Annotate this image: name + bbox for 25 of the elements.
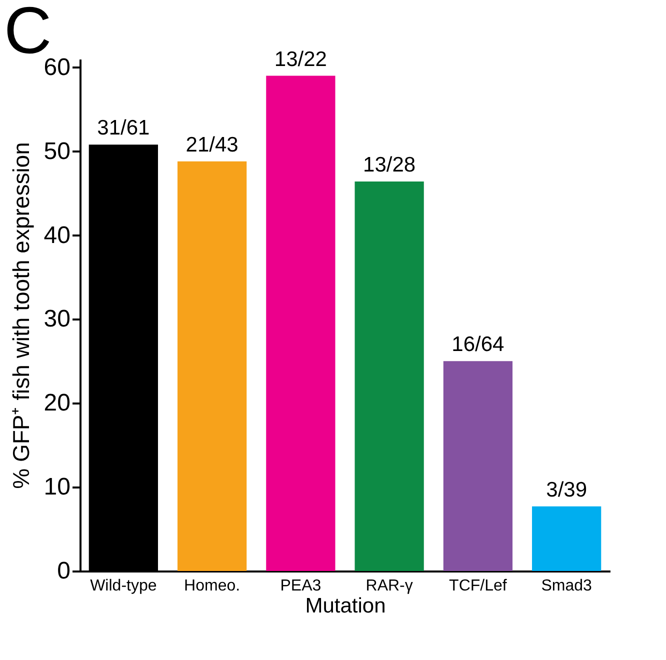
data-label: 21/43 — [186, 133, 238, 156]
bar — [177, 161, 247, 571]
y-tick-label: 0 — [57, 558, 70, 584]
bar — [266, 76, 336, 571]
y-tick-label: 30 — [44, 306, 70, 333]
data-label: 3/39 — [546, 478, 588, 502]
bar — [443, 361, 513, 571]
y-tick-label: 20 — [44, 390, 70, 417]
y-tick-label: 50 — [44, 138, 70, 165]
y-axis-title: % GFP⁺ fish with tooth expression — [8, 142, 34, 489]
y-tick-label: 40 — [44, 222, 70, 249]
x-tick-label: PEA3 — [280, 578, 322, 594]
data-label: 31/61 — [97, 116, 150, 140]
x-tick-label: Smad3 — [541, 578, 592, 594]
y-tick-label: 10 — [44, 474, 70, 501]
data-label: 16/64 — [452, 333, 505, 356]
x-tick-label: Homeo. — [184, 578, 240, 594]
bar — [532, 506, 602, 571]
x-tick-label: TCF/Lef — [449, 578, 508, 594]
x-tick-label: Wild-type — [90, 578, 157, 594]
bar — [354, 182, 424, 571]
x-tick-label: RAR-γ — [366, 578, 413, 594]
x-axis-title: Mutation — [305, 594, 386, 618]
data-label: 13/28 — [363, 154, 416, 177]
data-label: 13/22 — [274, 48, 327, 71]
